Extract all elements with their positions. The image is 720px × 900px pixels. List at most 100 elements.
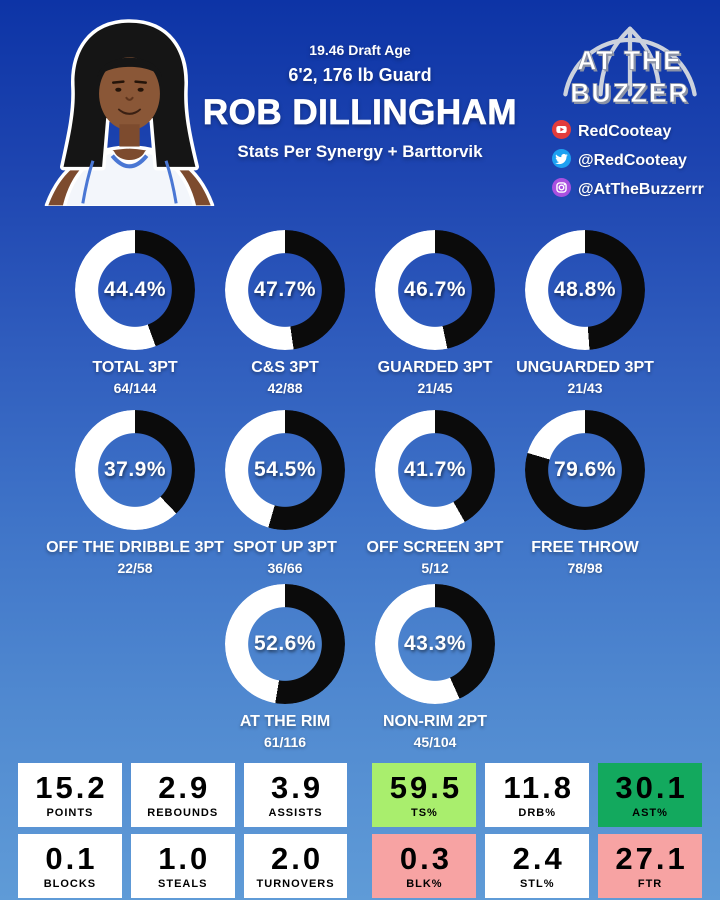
logo-shadow-line2: BUZZER: [572, 80, 691, 110]
stat-value: 1.0: [158, 840, 211, 876]
donut-title: AT THE RIM: [239, 713, 331, 730]
social-handle-text: @AtTheBuzzerrr: [578, 181, 704, 198]
stat-label: FTR: [637, 877, 663, 890]
stat-grid: 15.2 POINTS 2.9 REBOUNDS 3.9 ASSISTS 59.5 TS% 11…: [0, 763, 720, 898]
donut-fraction: 45/104: [413, 734, 457, 750]
donut-ring-wrap: 54.5%: [225, 410, 345, 530]
donut-ring: [525, 410, 645, 530]
social-redcooteay: @RedCooteay: [552, 149, 714, 173]
donut-ring-wrap: 79.6%: [525, 410, 645, 530]
donut-title: NON-RIM 2PT: [383, 713, 487, 730]
stat-box-drb: 11.8 DRB%: [485, 763, 590, 827]
stat-label: REBOUNDS: [147, 806, 219, 819]
stat-row-1: 15.2 POINTS 2.9 REBOUNDS 3.9 ASSISTS 59.5 TS% 11…: [18, 763, 702, 827]
donut-title: C&S 3PT: [251, 359, 319, 376]
stat-label: STEALS: [158, 877, 208, 890]
stat-label: TS%: [410, 806, 438, 819]
stat-value: 3.9: [271, 769, 324, 805]
donut-ring: [75, 230, 195, 350]
twitter-icon: [552, 149, 571, 173]
donut-ring-wrap: 47.7%: [225, 230, 345, 350]
stat-box-stl: 2.4 STL%: [485, 834, 590, 898]
donut-ring: [375, 410, 495, 530]
donut-chart-free-throw: 79.6% FREE THROW 78/98: [510, 410, 660, 576]
social-handle-text: RedCooteay: [578, 123, 672, 140]
stats-source: Stats Per Synergy + Barttorvik: [237, 142, 483, 161]
stat-label: STL%: [519, 877, 555, 890]
donut-fraction: 21/45: [417, 380, 453, 396]
donut-fraction: 21/43: [567, 380, 603, 396]
player-info: 19.46 Draft Age 6'2, 176 lb Guard ROB DI…: [170, 42, 550, 162]
stat-value: 59.5: [389, 769, 463, 805]
donut-fraction: 61/116: [263, 734, 307, 750]
logo-shadow-line1: AT THE: [579, 47, 684, 77]
stat-value: 2.0: [271, 840, 324, 876]
donut-percentage: 43.3%: [403, 632, 467, 655]
logo-line1: AT THE: [577, 46, 682, 76]
donut-percentage: 46.7%: [403, 278, 467, 301]
stat-value: 0.1: [45, 840, 98, 876]
donut-title: GUARDED 3PT: [377, 359, 493, 376]
stat-value: 15.2: [35, 769, 108, 805]
donut-ring: [75, 410, 195, 530]
donut-chart-off-screen-3pt: 41.7% OFF SCREEN 3PT 5/12: [360, 410, 510, 576]
donut-fraction: 42/88: [267, 380, 303, 396]
donut-row-2: 37.9% OFF THE DRIBBLE 3PT 22/58 54.5% SPOT U…: [0, 410, 720, 576]
donut-chart-unguarded-3pt: 48.8% UNGUARDED 3PT 21/43: [510, 230, 660, 396]
stat-value: 27.1: [615, 840, 688, 876]
donut-fraction: 22/58: [117, 560, 153, 576]
stat-box-points: 15.2 POINTS: [18, 763, 122, 827]
donut-title: SPOT UP 3PT: [233, 539, 337, 556]
stat-box-rebounds: 2.9 REBOUNDS: [130, 763, 235, 827]
stat-label: POINTS: [46, 806, 94, 819]
donut-title: FREE THROW: [531, 539, 639, 556]
donut-chart-total-3pt: 44.4% TOTAL 3PT 64/144: [60, 230, 210, 396]
donut-ring: [225, 230, 345, 350]
donut-ring: [375, 584, 495, 704]
donut-ring-wrap: 48.8%: [525, 230, 645, 350]
donut-ring: [225, 584, 345, 704]
donut-ring-wrap: 52.6%: [225, 584, 345, 704]
stat-label: DRB%: [518, 806, 557, 819]
donut-chart-off-the-dribble-3pt: 37.9% OFF THE DRIBBLE 3PT 22/58: [46, 410, 224, 576]
donut-chart-non-rim-2pt: 43.3% NON-RIM 2PT 45/104: [360, 584, 510, 750]
stat-box-blk: 0.3 BLK%: [372, 834, 477, 898]
draft-age: 19.46 Draft Age: [309, 42, 411, 58]
donut-percentage: 52.6%: [253, 632, 317, 655]
donut-title: OFF THE DRIBBLE 3PT: [46, 539, 224, 556]
donut-chart-spot-up-3pt: 54.5% SPOT UP 3PT 36/66: [210, 410, 360, 576]
donut-row-3: 52.6% AT THE RIM 61/116 43.3% NON-RIM 2PT 45/…: [0, 584, 720, 750]
donut-percentage: 47.7%: [253, 278, 317, 301]
social-handle-text: @RedCooteay: [578, 152, 687, 169]
at-the-buzzer-logo: AT THE AT THE BUZZER BUZZER: [546, 12, 714, 112]
stat-value: 11.8: [503, 769, 575, 805]
stat-label: BLOCKS: [43, 877, 97, 890]
stat-box-assists: 3.9 ASSISTS: [243, 763, 348, 827]
donut-title: TOTAL 3PT: [92, 359, 178, 376]
donut-ring: [225, 410, 345, 530]
donut-percentage: 79.6%: [553, 458, 617, 481]
donut-row-1: 44.4% TOTAL 3PT 64/144 47.7% C&S 3PT 42/88 46.…: [0, 230, 720, 396]
logo-line2: BUZZER: [570, 78, 689, 108]
player-name: ROB DILLINGHAM: [202, 93, 518, 133]
branding: AT THE AT THE BUZZER BUZZER RedCooteay @R…: [546, 12, 714, 202]
stat-box-ts: 59.5 TS%: [372, 763, 477, 827]
player-photo: [44, 19, 215, 206]
donut-title: UNGUARDED 3PT: [516, 359, 654, 376]
stat-box-ast: 30.1 AST%: [598, 763, 702, 827]
stat-box-blocks: 0.1 BLOCKS: [18, 834, 122, 898]
donut-ring-wrap: 37.9%: [75, 410, 195, 530]
stat-label: TURNOVERS: [256, 877, 335, 890]
donut-percentage: 37.9%: [103, 458, 167, 481]
donut-chart-at-the-rim: 52.6% AT THE RIM 61/116: [210, 584, 360, 750]
donut-ring: [525, 230, 645, 350]
social-handles: RedCooteay @RedCooteay @AtTheBuzzerrr: [546, 120, 714, 202]
donut-ring-wrap: 46.7%: [375, 230, 495, 350]
donut-chart-guarded-3pt: 46.7% GUARDED 3PT 21/45: [360, 230, 510, 396]
stat-label: ASSISTS: [268, 806, 323, 819]
donut-title: OFF SCREEN 3PT: [366, 539, 504, 556]
stat-value: 30.1: [615, 769, 688, 805]
stat-box-ftr: 27.1 FTR: [598, 834, 702, 898]
size-position: 6'2, 176 lb Guard: [288, 65, 432, 85]
